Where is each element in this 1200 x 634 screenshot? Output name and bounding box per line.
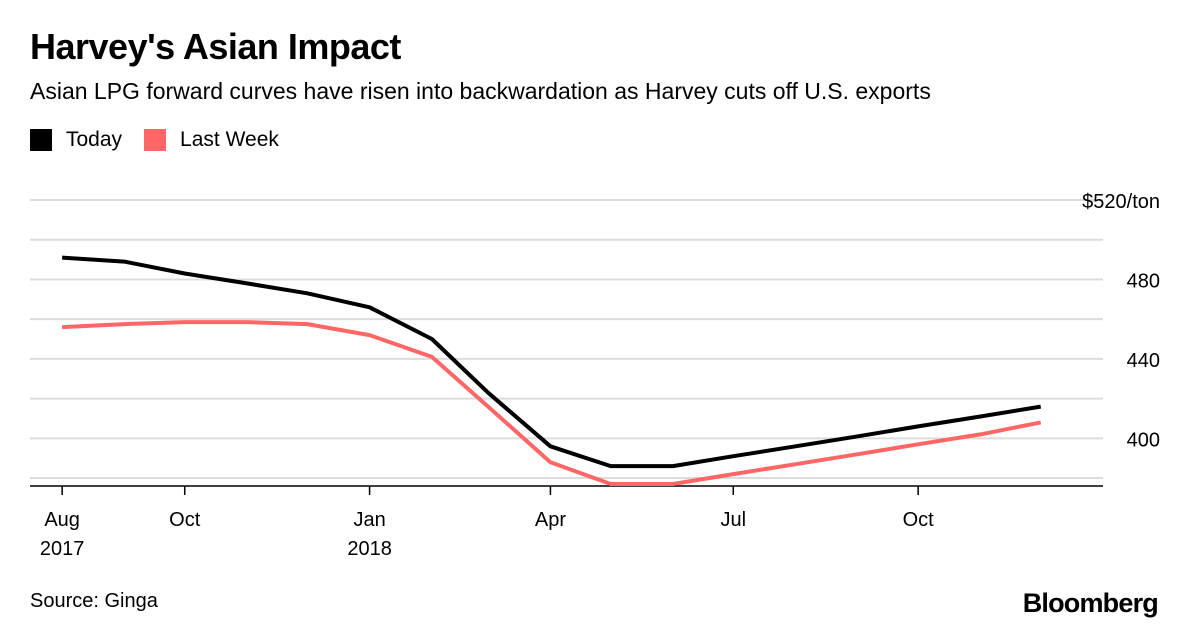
- legend-label-today: Today: [66, 128, 123, 151]
- series-line-today: [61, 255, 1042, 469]
- y-tick-label: 480: [1127, 270, 1160, 292]
- bloomberg-logo: Bloomberg: [1022, 588, 1159, 618]
- y-tick-label: $520/ton: [1082, 191, 1160, 213]
- y-tick-label: 440: [1127, 350, 1160, 372]
- x-tick-label: Oct: [903, 509, 935, 531]
- series-line-last-week: [62, 320, 1042, 486]
- x-tick-label: 2017: [40, 538, 85, 560]
- legend-label-last-week: Last Week: [180, 128, 279, 151]
- chart-subtitle: Asian LPG forward curves have risen into…: [30, 78, 931, 104]
- legend-item-today: Today: [30, 128, 122, 152]
- legend-item-last-week: Last Week: [144, 128, 279, 152]
- source-note: Source: Ginga: [30, 590, 158, 612]
- legend-swatch-last-week: [144, 129, 167, 151]
- x-tick-label: 2018: [347, 538, 392, 560]
- chart-title: Harvey's Asian Impact: [30, 26, 401, 67]
- x-tick-label: Oct: [169, 509, 201, 531]
- y-tick-label: 400: [1127, 429, 1160, 451]
- x-tick-label: Jul: [720, 509, 746, 531]
- x-tick-label: Jan: [353, 509, 385, 531]
- x-tick-label: Aug: [44, 509, 80, 531]
- x-tick-label: Apr: [535, 509, 566, 531]
- legend-swatch-today: [30, 129, 52, 151]
- legend: Today Last Week: [30, 128, 301, 152]
